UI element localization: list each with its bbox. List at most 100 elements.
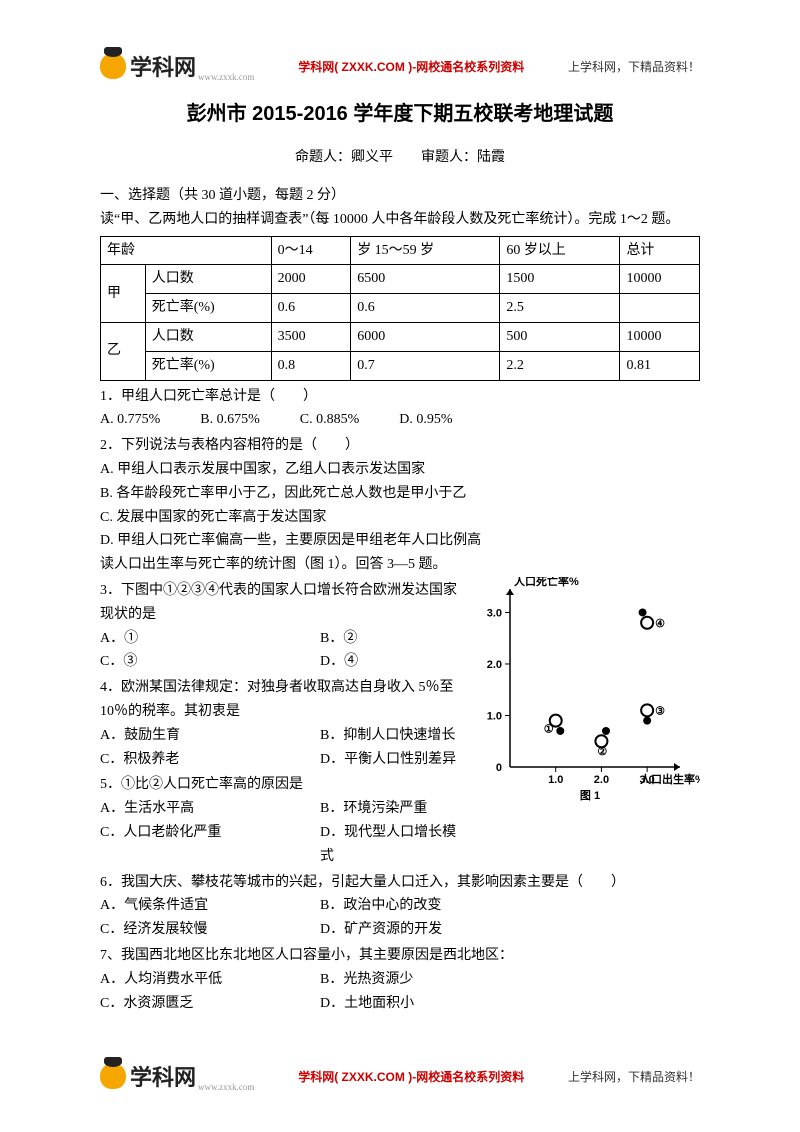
question-4: 4．欧洲某国法律规定：对独身者收取高达自身收入 5％至 10％的税率。其初衷是 … [100, 676, 470, 771]
cell: 6500 [351, 265, 500, 294]
cell: 2.5 [500, 294, 620, 323]
cell-jia: 甲 [101, 265, 146, 323]
page-title: 彭州市 2015-2016 学年度下期五校联考地理试题 [100, 97, 700, 126]
text-column: 3．下图中①②③④代表的国家人口增长符合欧洲发达国家现状的是 A．① B．② C… [100, 577, 470, 869]
footer-watermark-red: 学科网( ZXXK.COM )-网校通名校系列资料 [298, 1068, 524, 1085]
q1-text: 1．甲组人口死亡率总计是（ ） [100, 385, 700, 409]
cell-yi: 乙 [101, 322, 146, 380]
footer-logo-subtext: www.zxxk.com [198, 1082, 254, 1092]
cell: 死亡率(%) [145, 294, 271, 323]
chart-intro: 读人口出生率与死亡率的统计图（图 1）。回答 3—5 题。 [100, 553, 700, 577]
svg-text:人口死亡率%: 人口死亡率% [514, 577, 579, 588]
footer-watermark-right: 上学科网，下精品资料！ [568, 1068, 700, 1085]
scatter-chart: 1.01.02.02.03.03.00人口死亡率%人口出生率%①②③④图 1 [480, 577, 700, 807]
footer-logo-text: 学科网 [130, 1060, 196, 1092]
q6-options: A．气候条件适宜 B．政治中心的改变 C．经济发展较慢 D．矿产资源的开发 [100, 894, 700, 942]
cell: 2000 [271, 265, 351, 294]
cell [620, 294, 700, 323]
question-1: 1．甲组人口死亡率总计是（ ） A. 0.775% B. 0.675% C. 0… [100, 385, 700, 433]
table-header-row: 年龄 0～14 岁 15～59 岁 60 岁以上 总计 [101, 236, 700, 265]
q2-opt-a: A. 甲组人口表示发展中国家，乙组人口表示发达国家 [100, 458, 700, 482]
cell: 500 [500, 322, 620, 351]
svg-text:④: ④ [655, 618, 665, 630]
cell: 0.6 [351, 294, 500, 323]
svg-text:1.0: 1.0 [487, 710, 502, 722]
text-chart-row: 3．下图中①②③④代表的国家人口增长符合欧洲发达国家现状的是 A．① B．② C… [100, 577, 700, 869]
section-heading: 一、选择题（共 30 道小题，每题 2 分） [100, 184, 700, 208]
chart-column: 1.01.02.02.03.03.00人口死亡率%人口出生率%①②③④图 1 [480, 577, 700, 816]
q1-opt-d: D. 0.95% [399, 408, 452, 432]
svg-text:人口出生率%: 人口出生率% [640, 772, 700, 786]
th-60plus: 60 岁以上 [500, 236, 620, 265]
svg-text:①: ① [544, 724, 554, 736]
q5-opt-c: C．人口老龄化严重 [100, 821, 300, 869]
svg-text:3.0: 3.0 [487, 607, 502, 619]
cell: 3500 [271, 322, 351, 351]
q1-opt-a: A. 0.775% [100, 408, 160, 432]
cell: 10000 [620, 322, 700, 351]
q7-opt-c: C．水资源匮乏 [100, 992, 300, 1016]
q7-opt-a: A．人均消费水平低 [100, 968, 300, 992]
question-6: 6．我国大庆、攀枝花等城市的兴起，引起大量人口迁入，其影响因素主要是（ ） A．… [100, 871, 700, 942]
q5-opt-b: B．环境污染严重 [320, 797, 470, 821]
logo-subtext: www.zxxk.com [198, 72, 254, 82]
q5-options: A．生活水平高 B．环境污染严重 C．人口老龄化严重 D．现代型人口增长模式 [100, 797, 470, 868]
page: 学科网 www.zxxk.com 学科网( ZXXK.COM )-网校通名校系列… [0, 0, 800, 1132]
owl-icon [100, 1063, 126, 1089]
q2-opt-d: D. 甲组人口死亡率偏高一些，主要原因是甲组老年人口比例高 [100, 529, 700, 553]
q1-options: A. 0.775% B. 0.675% C. 0.885% D. 0.95% [100, 408, 700, 432]
th-age: 年龄 [101, 236, 272, 265]
q6-text: 6．我国大庆、攀枝花等城市的兴起，引起大量人口迁入，其影响因素主要是（ ） [100, 871, 700, 895]
cell: 10000 [620, 265, 700, 294]
q4-opt-c: C．积极养老 [100, 748, 300, 772]
svg-text:③: ③ [655, 705, 665, 717]
q7-opt-b: B．光热资源少 [320, 968, 700, 992]
table-row: 甲 人口数 2000 6500 1500 10000 [101, 265, 700, 294]
q3-options: A．① B．② C．③ D．④ [100, 627, 470, 675]
q7-opt-d: D．土地面积小 [320, 992, 700, 1016]
intro-line: 读“甲、乙两地人口的抽样调查表”（每 10000 人中各年龄段人数及死亡率统计）… [100, 208, 700, 232]
cell: 死亡率(%) [145, 351, 271, 380]
logo: 学科网 www.zxxk.com [100, 50, 254, 82]
q6-opt-a: A．气候条件适宜 [100, 894, 300, 918]
q4-text: 4．欧洲某国法律规定：对独身者收取高达自身收入 5％至 10％的税率。其初衷是 [100, 676, 470, 724]
authors-line: 命题人：卿义平 审题人：陆霞 [100, 146, 700, 166]
footer-logo: 学科网 www.zxxk.com [100, 1060, 254, 1092]
body: 一、选择题（共 30 道小题，每题 2 分） 读“甲、乙两地人口的抽样调查表”（… [100, 184, 700, 1015]
q3-opt-c: C．③ [100, 650, 300, 674]
page-header: 学科网 www.zxxk.com 学科网( ZXXK.COM )-网校通名校系列… [100, 50, 700, 82]
question-7: 7、我国西北地区比东北地区人口容量小，其主要原因是西北地区： A．人均消费水平低… [100, 944, 700, 1015]
th-0-14: 0～14 [271, 236, 351, 265]
question-2: 2．下列说法与表格内容相符的是（ ） A. 甲组人口表示发展中国家，乙组人口表示… [100, 434, 700, 553]
q7-text: 7、我国西北地区比东北地区人口容量小，其主要原因是西北地区： [100, 944, 700, 968]
q6-opt-c: C．经济发展较慢 [100, 918, 300, 942]
owl-icon [100, 53, 126, 79]
q3-opt-b: B．② [320, 627, 470, 651]
q6-opt-b: B．政治中心的改变 [320, 894, 700, 918]
header-watermark-right: 上学科网，下精品资料！ [568, 58, 700, 75]
svg-text:2.0: 2.0 [487, 659, 502, 671]
cell: 人口数 [145, 322, 271, 351]
q4-opt-a: A．鼓励生育 [100, 724, 300, 748]
table-row: 死亡率(%) 0.8 0.7 2.2 0.81 [101, 351, 700, 380]
population-table: 年龄 0～14 岁 15～59 岁 60 岁以上 总计 甲 人口数 2000 6… [100, 236, 700, 381]
q4-options: A．鼓励生育 B．抑制人口快速增长 C．积极养老 D．平衡人口性别差异 [100, 724, 470, 772]
logo-text: 学科网 [130, 50, 196, 82]
q6-opt-d: D．矿产资源的开发 [320, 918, 700, 942]
cell: 0.7 [351, 351, 500, 380]
q7-options: A．人均消费水平低 B．光热资源少 C．水资源匮乏 D．土地面积小 [100, 968, 700, 1016]
q3-opt-d: D．④ [320, 650, 470, 674]
q1-opt-c: C. 0.885% [300, 408, 360, 432]
header-watermark-red: 学科网( ZXXK.COM )-网校通名校系列资料 [298, 58, 524, 75]
cell: 6000 [351, 322, 500, 351]
svg-text:②: ② [597, 746, 607, 758]
table-row: 死亡率(%) 0.6 0.6 2.5 [101, 294, 700, 323]
table-row: 乙 人口数 3500 6000 500 10000 [101, 322, 700, 351]
q2-opt-c: C. 发展中国家的死亡率高于发达国家 [100, 506, 700, 530]
svg-text:1.0: 1.0 [548, 774, 563, 786]
q3-text: 3．下图中①②③④代表的国家人口增长符合欧洲发达国家现状的是 [100, 579, 470, 627]
q2-opt-b: B. 各年龄段死亡率甲小于乙，因此死亡总人数也是甲小于乙 [100, 482, 700, 506]
q5-opt-d: D．现代型人口增长模式 [320, 821, 470, 869]
th-15-59: 岁 15～59 岁 [351, 236, 500, 265]
q3-opt-a: A．① [100, 627, 300, 651]
